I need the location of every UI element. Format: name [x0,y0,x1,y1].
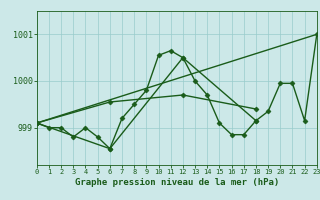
X-axis label: Graphe pression niveau de la mer (hPa): Graphe pression niveau de la mer (hPa) [75,178,279,187]
